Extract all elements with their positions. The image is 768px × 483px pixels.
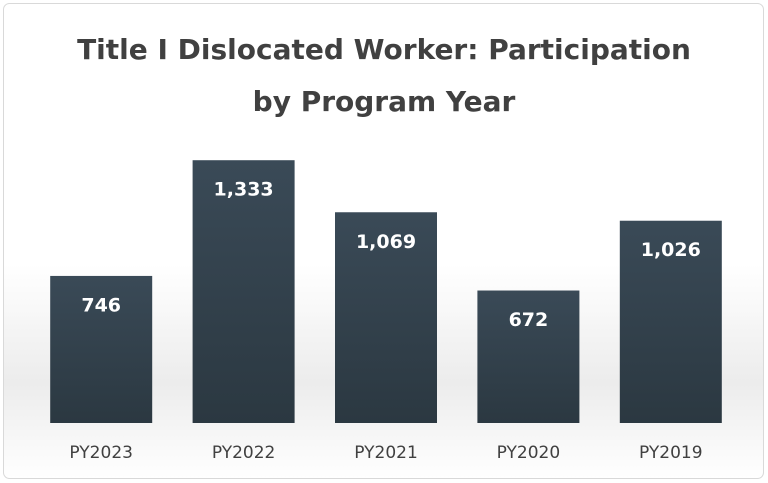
bar [335,212,437,423]
bar [619,220,722,423]
bar [477,290,580,423]
x-tick-label: PY2023 [69,443,133,463]
bar [192,160,295,424]
x-tick-label: PY2022 [212,443,276,463]
data-label: 1,069 [356,231,416,253]
data-label: 1,333 [214,179,274,201]
x-tick-label: PY2019 [639,443,703,463]
x-tick-label: PY2020 [497,443,561,463]
data-label: 1,026 [641,239,701,261]
x-tick-label: PY2021 [354,443,418,463]
bar [50,275,153,423]
data-label: 746 [81,294,121,316]
data-label: 672 [509,309,549,331]
chart-title: Title I Dislocated Worker: Participation… [77,33,691,118]
